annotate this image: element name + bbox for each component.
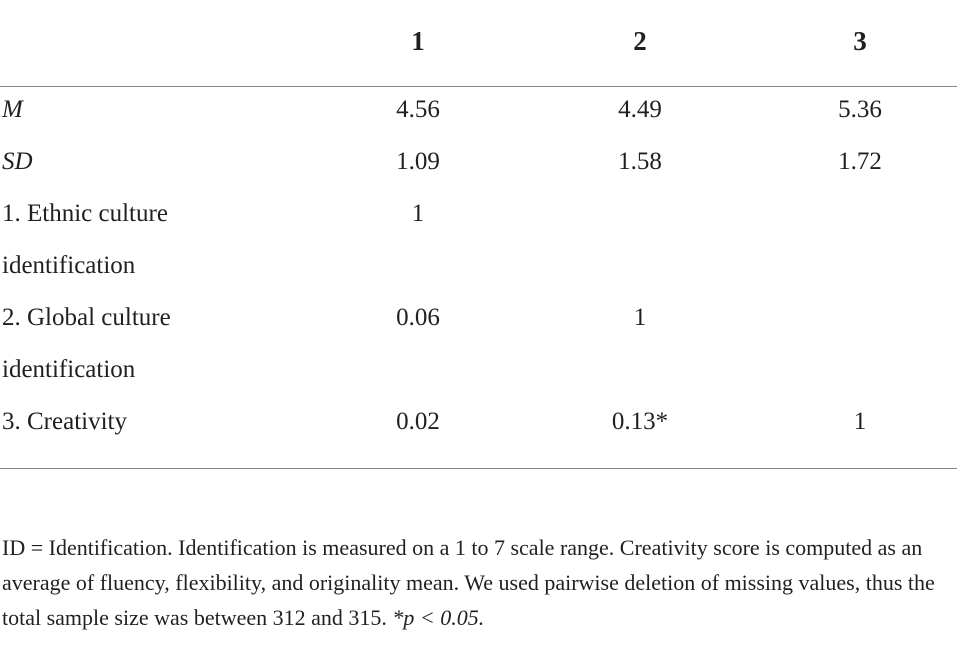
row-label: 2. Global culture identification [2, 304, 171, 383]
table-cell: 1 [411, 200, 425, 227]
row-label: M [2, 96, 23, 123]
row-label: SD [2, 148, 33, 175]
column-header: 1 [411, 26, 425, 56]
table-cell: 4.49 [618, 96, 662, 123]
table-cell: 0.02 [396, 408, 440, 435]
column-header: 3 [853, 26, 867, 56]
table-cell: 1.09 [396, 148, 440, 175]
row-label: 1. Ethnic culture identification [2, 200, 168, 279]
table-cell: 0.13* [611, 408, 669, 435]
table-cell: 0.06 [396, 304, 440, 331]
bottom-rule [0, 468, 957, 469]
row-label: 3. Creativity [2, 408, 127, 435]
table-cell: 5.36 [838, 96, 882, 123]
header-rule [0, 86, 957, 87]
table-cell: 1.72 [838, 148, 882, 175]
column-header: 2 [633, 26, 647, 56]
footnote-significance: *p < 0.05. [392, 605, 485, 630]
table-cell: 1 [853, 408, 867, 435]
footnote-text: ID = Identification. Identification is m… [2, 535, 935, 630]
table-cell: 1.58 [618, 148, 662, 175]
footnote: ID = Identification. Identification is m… [2, 530, 955, 635]
table-cell: 4.56 [396, 96, 440, 123]
table-cell: 1 [633, 304, 647, 331]
